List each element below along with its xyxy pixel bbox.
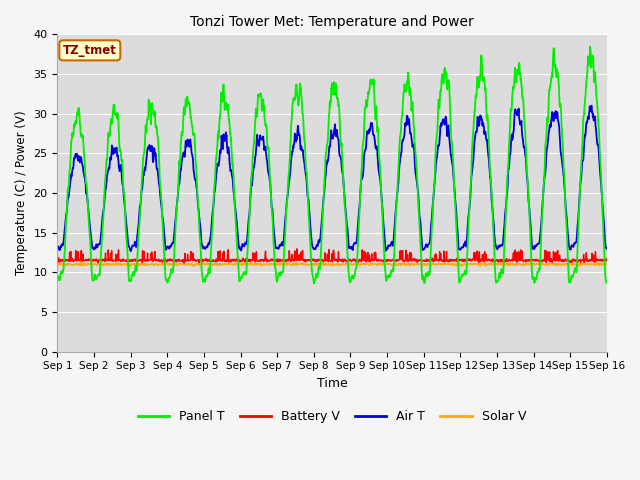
Air T <box>603 246 611 252</box>
Solar V <box>603 262 611 268</box>
Solar V <box>419 263 426 269</box>
Battery V <box>419 258 426 264</box>
Panel T <box>54 277 61 283</box>
Battery V <box>176 258 184 264</box>
Battery V <box>237 257 245 263</box>
Air T <box>176 174 184 180</box>
Panel T <box>237 275 245 280</box>
Solar V <box>177 261 184 267</box>
Air T <box>163 245 170 251</box>
Solar V <box>77 259 84 264</box>
Air T <box>538 208 546 214</box>
Battery V <box>490 257 498 263</box>
Panel T <box>586 44 594 49</box>
Battery V <box>603 256 611 262</box>
Panel T <box>603 279 611 285</box>
Text: TZ_tmet: TZ_tmet <box>63 44 116 57</box>
Y-axis label: Temperature (C) / Power (V): Temperature (C) / Power (V) <box>15 110 28 275</box>
Panel T <box>490 231 497 237</box>
Title: Tonzi Tower Met: Temperature and Power: Tonzi Tower Met: Temperature and Power <box>190 15 474 29</box>
Line: Panel T: Panel T <box>58 47 607 283</box>
Air T <box>237 247 245 252</box>
Legend: Panel T, Battery V, Air T, Solar V: Panel T, Battery V, Air T, Solar V <box>133 405 531 428</box>
Panel T <box>163 278 170 284</box>
Panel T <box>310 280 318 286</box>
Battery V <box>538 258 546 264</box>
Air T <box>588 103 595 108</box>
Line: Air T: Air T <box>58 106 607 251</box>
Air T <box>418 239 426 244</box>
Battery V <box>293 246 301 252</box>
Battery V <box>54 256 61 262</box>
Solar V <box>490 262 498 268</box>
Air T <box>127 248 134 254</box>
Line: Battery V: Battery V <box>58 249 607 263</box>
X-axis label: Time: Time <box>317 377 348 390</box>
Solar V <box>538 262 546 267</box>
Solar V <box>163 261 171 267</box>
Solar V <box>54 261 61 266</box>
Air T <box>54 246 61 252</box>
Solar V <box>238 260 246 266</box>
Solar V <box>127 264 134 269</box>
Air T <box>490 219 497 225</box>
Battery V <box>180 260 188 266</box>
Panel T <box>418 268 426 274</box>
Panel T <box>176 162 184 168</box>
Battery V <box>163 259 170 264</box>
Panel T <box>538 214 546 220</box>
Line: Solar V: Solar V <box>58 262 607 266</box>
